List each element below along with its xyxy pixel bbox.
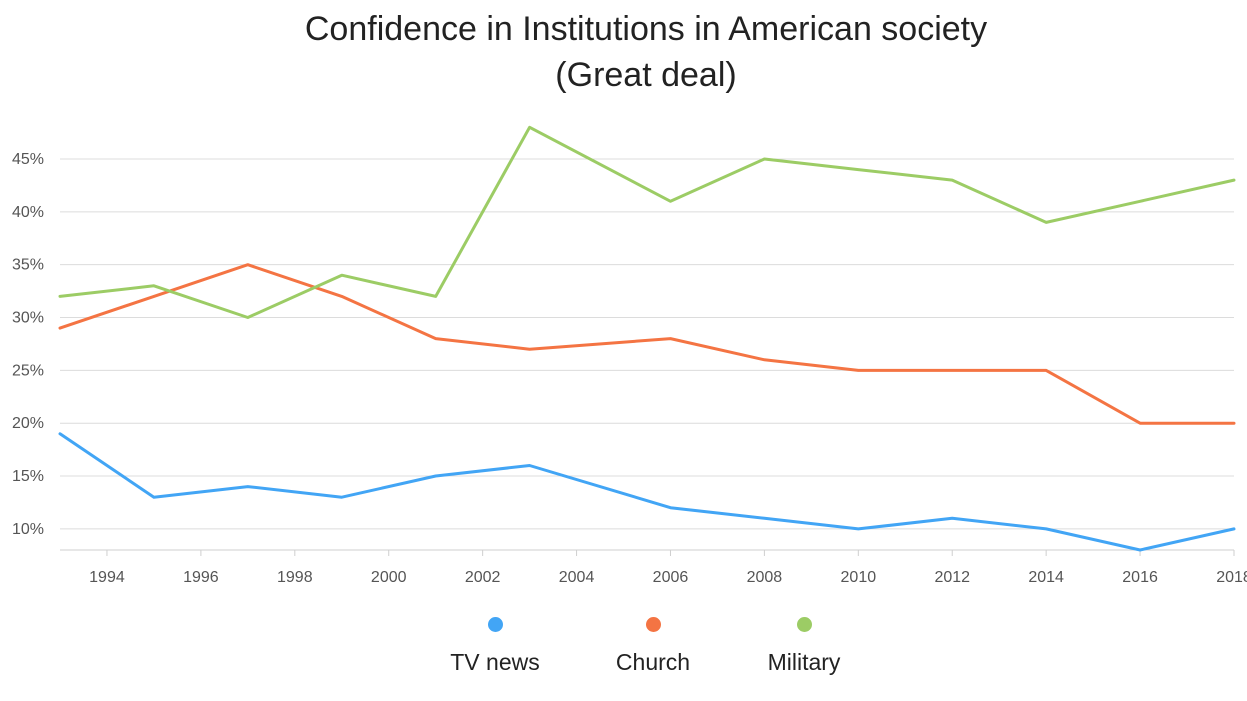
x-tick-label: 2012 (934, 569, 970, 586)
x-tick-label: 2016 (1122, 569, 1158, 586)
legend-label-church: Church (615, 649, 691, 675)
legend-dot-church (645, 617, 661, 632)
x-tick-label: 2018 (1216, 569, 1247, 586)
legend-label-military: Military (767, 649, 841, 675)
legend-dot-tv-news (487, 617, 503, 632)
y-tick-label: 45% (12, 151, 44, 168)
y-tick-label: 35% (12, 257, 44, 274)
y-tick-label: 25% (12, 362, 44, 379)
x-tick-label: 2000 (371, 569, 407, 586)
x-tick-label: 2010 (841, 569, 877, 586)
series-line-military (58, 125, 1236, 319)
chart-title: Confidence in Institutions in American s… (0, 6, 1247, 98)
legend-item-military[interactable]: Military (734, 610, 874, 676)
y-tick-label: 20% (12, 415, 44, 432)
chart-title-line2: (Great deal) (555, 56, 737, 94)
x-tick-label: 2008 (747, 569, 783, 586)
x-tick-label: 2002 (465, 569, 501, 586)
x-tick-label: 2006 (653, 569, 689, 586)
legend-item-church[interactable]: Church (583, 610, 723, 676)
series-line-tv-news (58, 432, 1236, 552)
y-tick-label: 40% (12, 204, 44, 221)
x-tick-label: 1994 (89, 569, 125, 586)
x-tick-label: 2014 (1028, 569, 1064, 586)
line-chart: 10% 15% 20% 25% 30% 35% 40% 45% 1994 1996 1998 2000… (12, 125, 1247, 586)
legend-label-tv-news: TV news (450, 649, 540, 675)
y-tick-label: 10% (12, 521, 44, 538)
chart-title-line1: Confidence in Institutions in American s… (304, 10, 988, 48)
x-tick-label: 1998 (277, 569, 313, 586)
legend: TV news Church Military (0, 610, 1247, 690)
legend-dot-military (796, 617, 812, 632)
legend-item-tv-news[interactable]: TV news (425, 610, 565, 676)
y-tick-label: 30% (12, 310, 44, 327)
y-tick-label: 15% (12, 468, 44, 485)
x-tick-label: 2004 (559, 569, 595, 586)
x-tick-label: 1996 (183, 569, 219, 586)
series-line-church (58, 263, 1236, 425)
